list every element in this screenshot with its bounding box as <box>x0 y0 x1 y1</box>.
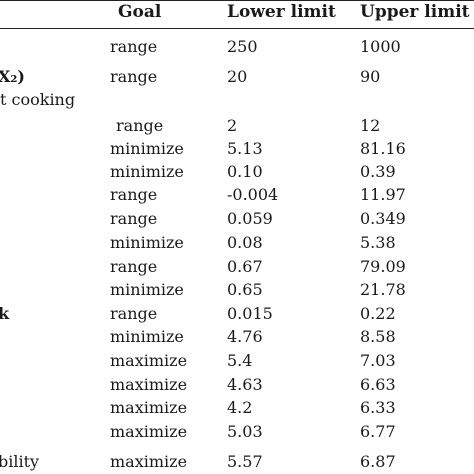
table-row: minimize 5.13 81.16 <box>0 138 474 160</box>
table-row: range -0.004 11.97 <box>0 184 474 206</box>
goal-cell: range <box>110 257 158 276</box>
table-row: range 0.059 0.349 <box>0 208 474 230</box>
table-row: range 2 12 <box>0 115 474 137</box>
lower-limit-cell: 0.10 <box>227 162 263 181</box>
table-row: minimize 0.08 5.38 <box>0 232 474 254</box>
table-row: minimize 0.65 21.78 <box>0 279 474 301</box>
table-row: range 250 1000 <box>0 36 474 58</box>
goal-cell: range <box>116 116 164 135</box>
table-row: maximize 4.2 6.33 <box>0 397 474 419</box>
lower-limit-cell: -0.004 <box>227 185 279 204</box>
table-row: maximize 5.03 6.77 <box>0 421 474 443</box>
lower-limit-cell: 2 <box>227 116 238 135</box>
header-lower-limit: Lower limit <box>227 2 336 22</box>
goal-cell: minimize <box>110 162 184 181</box>
upper-limit-cell: 11.97 <box>360 185 406 204</box>
goal-cell: minimize <box>110 139 184 158</box>
table-row: minimize 4.76 8.58 <box>0 326 474 348</box>
upper-limit-cell: 90 <box>360 67 381 86</box>
table-row: maximize 4.63 6.63 <box>0 374 474 396</box>
goal-cell: maximize <box>110 452 188 471</box>
upper-limit-cell: 1000 <box>360 37 401 56</box>
row-label-k: k <box>0 304 10 323</box>
goal-cell: range <box>110 37 158 56</box>
upper-limit-cell: 79.09 <box>360 257 406 276</box>
lower-limit-cell: 4.63 <box>227 375 263 394</box>
goal-cell: range <box>110 67 158 86</box>
header-upper-limit: Upper limit <box>360 2 470 22</box>
table-top-rule <box>0 0 474 1</box>
lower-limit-cell: 5.03 <box>227 422 263 441</box>
upper-limit-cell: 81.16 <box>360 139 406 158</box>
upper-limit-cell: 0.39 <box>360 162 396 181</box>
table-row: minimize 0.10 0.39 <box>0 161 474 183</box>
table-row: bility maximize 5.57 6.87 <box>0 451 474 473</box>
row-label-x2: X₂) <box>0 67 25 86</box>
lower-limit-cell: 4.76 <box>227 327 263 346</box>
upper-limit-cell: 6.33 <box>360 398 396 417</box>
table-row: range 0.67 79.09 <box>0 256 474 278</box>
lower-limit-cell: 0.059 <box>227 209 273 228</box>
table-row: X₂) range 20 90 <box>0 66 474 88</box>
lower-limit-cell: 0.08 <box>227 233 263 252</box>
upper-limit-cell: 0.22 <box>360 304 396 323</box>
goal-cell: range <box>110 209 158 228</box>
lower-limit-cell: 5.13 <box>227 139 263 158</box>
table-row: maximize 5.4 7.03 <box>0 350 474 372</box>
goal-cell: minimize <box>110 327 184 346</box>
upper-limit-cell: 6.63 <box>360 375 396 394</box>
upper-limit-cell: 6.77 <box>360 422 396 441</box>
goal-cell: maximize <box>110 398 188 417</box>
row-label-ability: bility <box>0 452 40 471</box>
row-label-cooking: t cooking <box>0 90 76 109</box>
goal-cell: minimize <box>110 233 184 252</box>
upper-limit-cell: 6.87 <box>360 452 396 471</box>
lower-limit-cell: 5.57 <box>227 452 263 471</box>
goal-cell: range <box>110 304 158 323</box>
upper-limit-cell: 7.03 <box>360 351 396 370</box>
lower-limit-cell: 0.67 <box>227 257 263 276</box>
lower-limit-cell: 250 <box>227 37 258 56</box>
lower-limit-cell: 5.4 <box>227 351 253 370</box>
goal-cell: range <box>110 185 158 204</box>
upper-limit-cell: 21.78 <box>360 280 406 299</box>
lower-limit-cell: 0.65 <box>227 280 263 299</box>
upper-limit-cell: 5.38 <box>360 233 396 252</box>
header-rule <box>0 28 474 29</box>
goal-cell: maximize <box>110 422 188 441</box>
lower-limit-cell: 4.2 <box>227 398 253 417</box>
lower-limit-cell: 20 <box>227 67 248 86</box>
header-goal: Goal <box>118 2 162 22</box>
lower-limit-cell: 0.015 <box>227 304 273 323</box>
upper-limit-cell: 12 <box>360 116 381 135</box>
upper-limit-cell: 0.349 <box>360 209 406 228</box>
goal-cell: maximize <box>110 375 188 394</box>
upper-limit-cell: 8.58 <box>360 327 396 346</box>
goal-cell: maximize <box>110 351 188 370</box>
table-row: k range 0.015 0.22 <box>0 303 474 325</box>
goal-cell: minimize <box>110 280 184 299</box>
